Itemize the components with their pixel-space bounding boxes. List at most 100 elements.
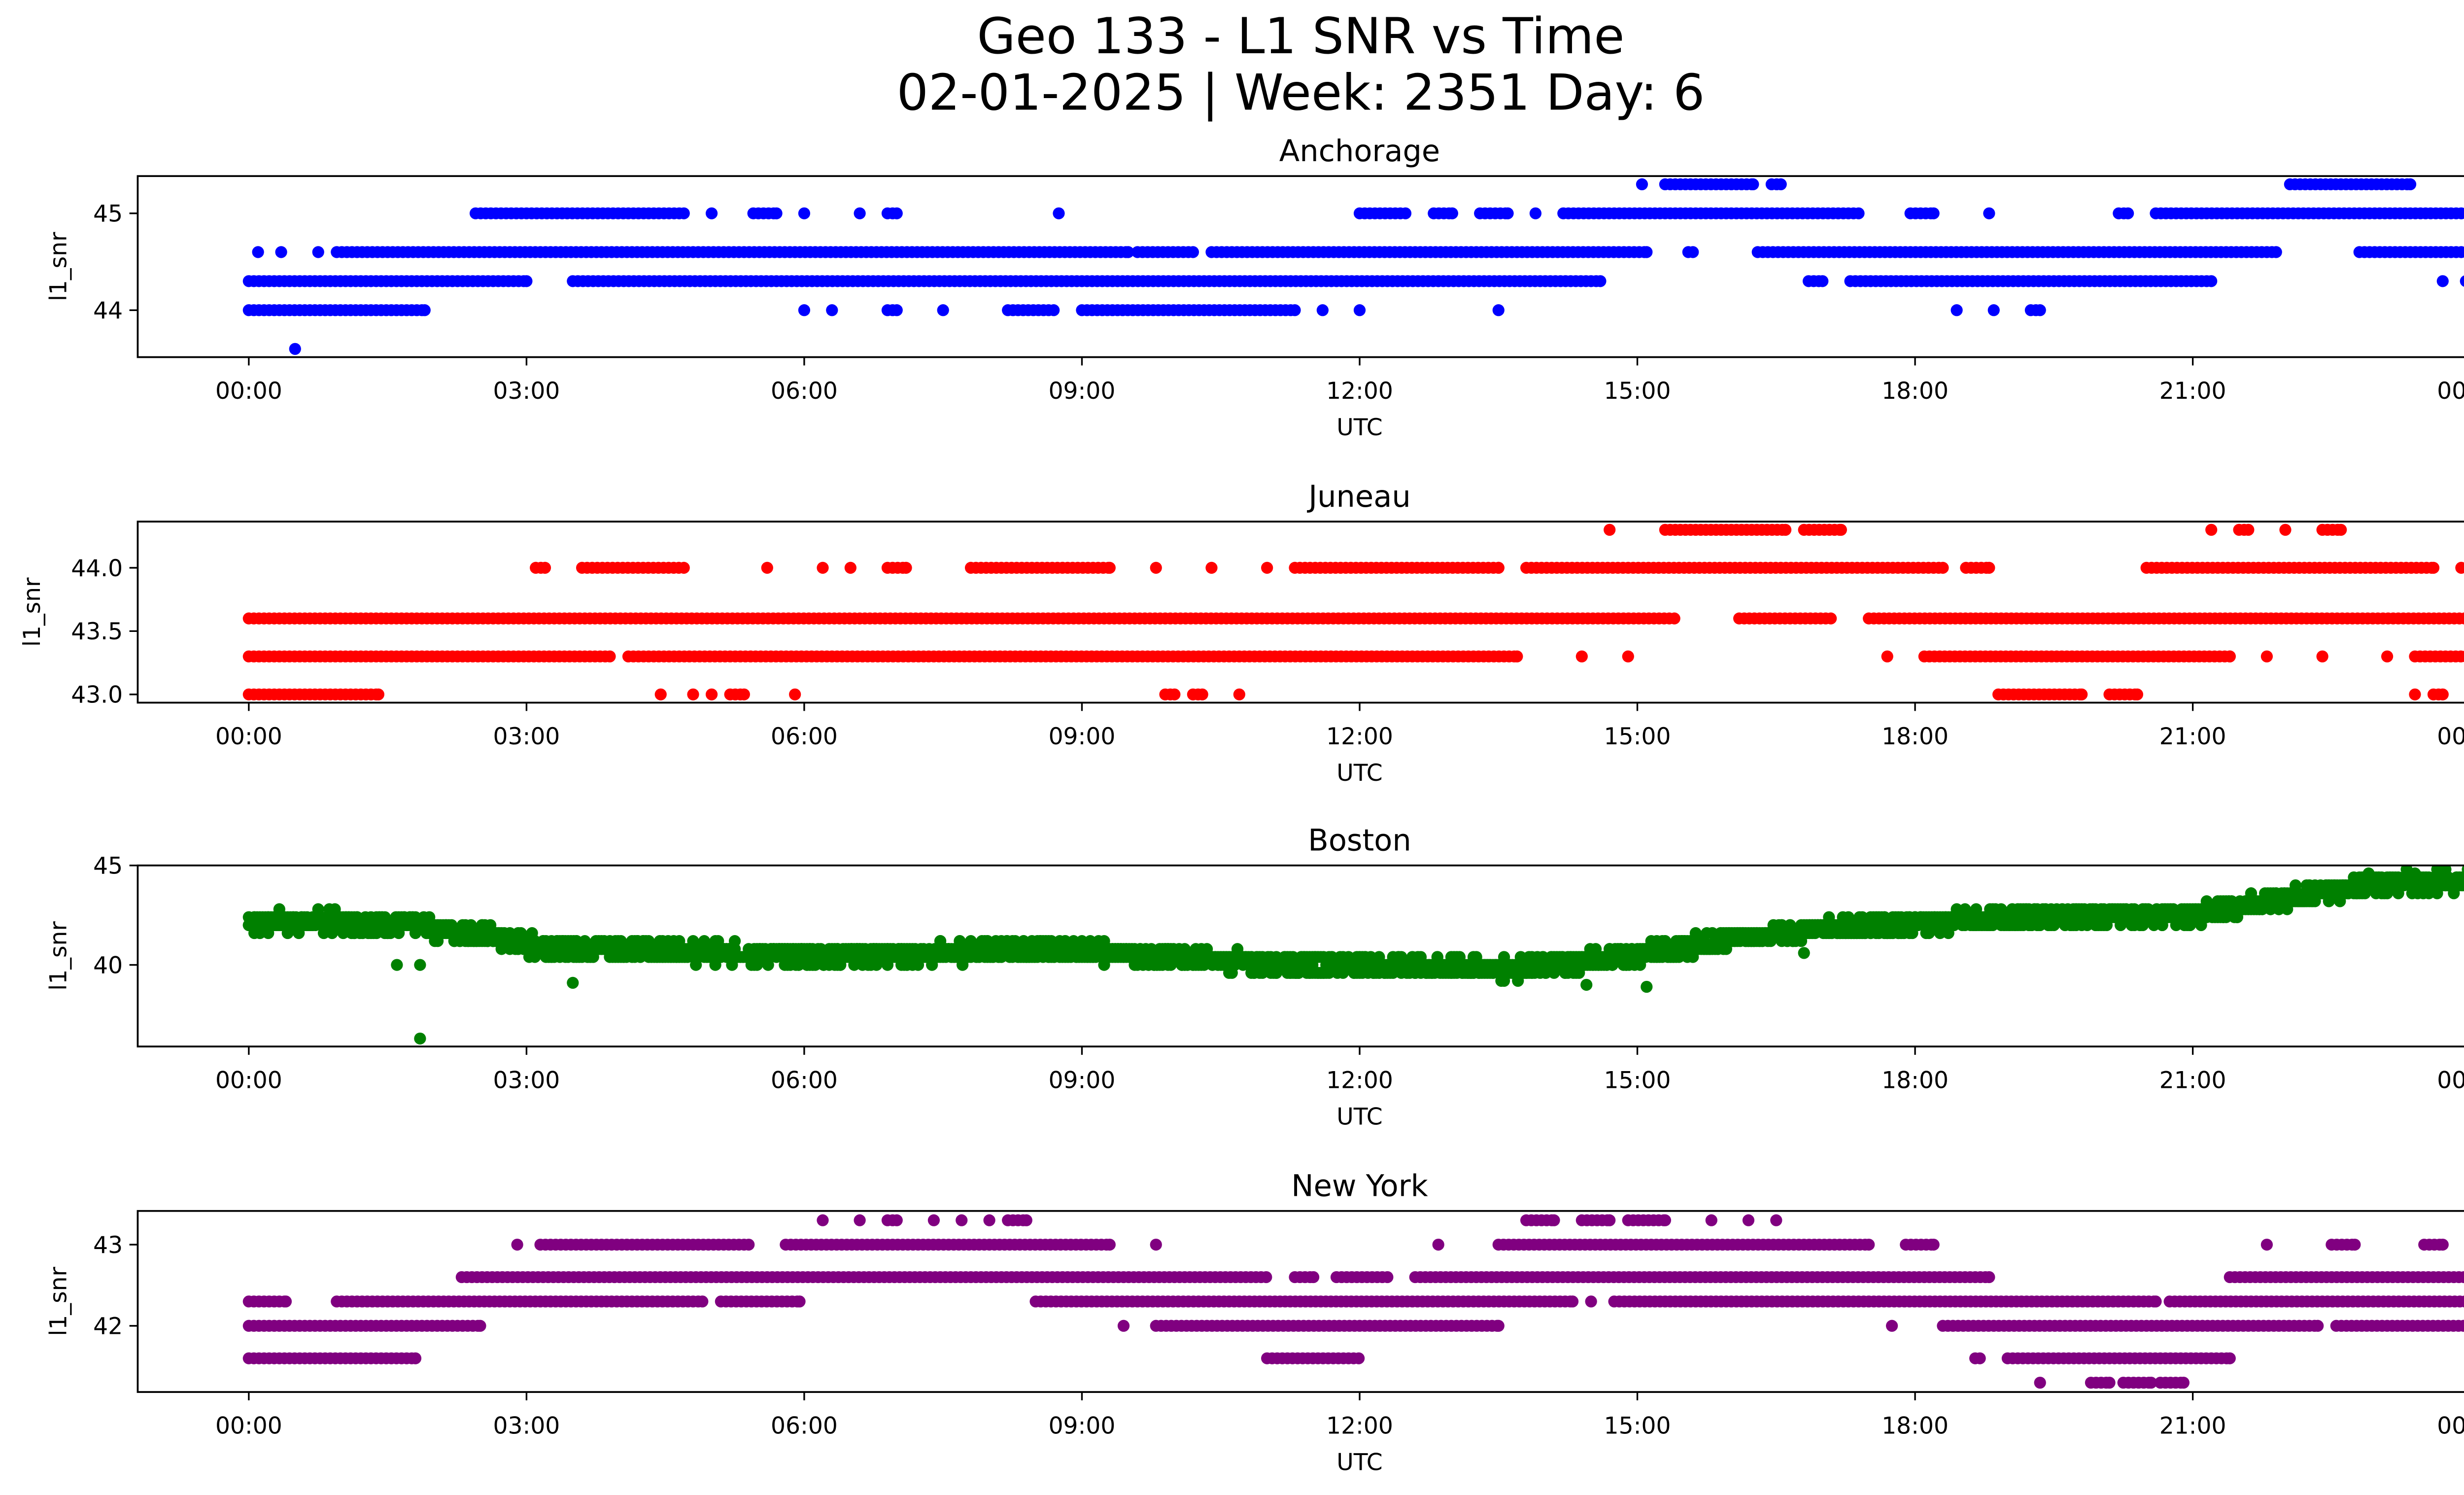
data-point (1020, 1214, 1032, 1226)
data-point (2260, 650, 2273, 662)
data-point (1187, 246, 1199, 258)
data-point (1927, 1238, 1940, 1251)
x-axis-label: UTC (1336, 414, 1382, 441)
x-tick-label: 21:00 (2159, 723, 2226, 750)
data-point (1492, 304, 1505, 316)
data-point (520, 275, 533, 287)
data-point (1432, 1238, 1444, 1251)
data-point (2427, 561, 2440, 574)
data-point (511, 1238, 523, 1251)
data-point (2260, 1238, 2273, 1251)
data-point (2270, 246, 2282, 258)
data-point (1548, 1214, 1560, 1226)
x-tick-label: 09:00 (1049, 378, 1116, 405)
data-point (817, 1214, 829, 1226)
data-point (1835, 523, 1847, 536)
data-point (2279, 523, 2292, 536)
data-point (900, 561, 912, 574)
x-tick-label: 03:00 (493, 378, 560, 405)
data-point (1668, 612, 1680, 625)
data-point (1852, 207, 1865, 219)
data-point (2409, 688, 2421, 700)
data-point (1687, 246, 1699, 258)
data-point (2224, 650, 2236, 662)
data-point (2316, 650, 2328, 662)
data-point (1529, 207, 1542, 219)
y-tick-label: 44 (93, 297, 123, 324)
data-point (1770, 1214, 1782, 1226)
data-point (1103, 1238, 1116, 1251)
data-point (2131, 688, 2144, 700)
data-point (1659, 1214, 1672, 1226)
data-point (2436, 275, 2449, 287)
data-point (678, 561, 690, 574)
data-point (705, 688, 718, 700)
data-point (1205, 561, 1218, 574)
data-point (2460, 651, 2464, 662)
data-point (1604, 523, 1616, 536)
data-point (2436, 1238, 2449, 1251)
scatter-points (242, 1214, 2464, 1389)
data-point (1779, 523, 1792, 536)
data-point (1289, 304, 1301, 316)
data-point (1048, 304, 1060, 316)
data-point (743, 1238, 755, 1251)
scatter-points (242, 523, 2464, 700)
data-point (2034, 304, 2046, 316)
data-point (728, 935, 741, 947)
data-point (983, 1214, 995, 1226)
subplot-title: New York (1291, 1169, 1428, 1203)
x-axis-label: UTC (1336, 760, 1382, 787)
data-point (252, 246, 264, 258)
data-point (761, 561, 773, 574)
data-point (1316, 304, 1329, 316)
y-tick-label: 44.0 (71, 555, 123, 582)
data-point (1641, 246, 1653, 258)
data-point (890, 304, 903, 316)
data-point (789, 688, 801, 700)
data-point (770, 207, 783, 219)
data-point (1604, 1214, 1616, 1226)
data-point (1881, 650, 1893, 662)
data-point (1742, 1214, 1755, 1226)
data-point (826, 304, 838, 316)
data-point (1103, 561, 1116, 574)
data-point (1492, 561, 1505, 574)
x-tick-label: 00:00 (2437, 723, 2464, 750)
data-point (2381, 650, 2394, 662)
y-tick-label: 45 (93, 201, 123, 228)
data-point (2122, 207, 2134, 219)
y-tick-label: 43.5 (71, 618, 123, 645)
data-point (1705, 1214, 1717, 1226)
data-point (2460, 275, 2464, 287)
subplot-title: Boston (1308, 823, 1411, 858)
data-point (312, 246, 324, 258)
data-point (1594, 275, 1607, 287)
data-point (1353, 304, 1366, 316)
data-point (1150, 1238, 1162, 1251)
data-point (854, 207, 866, 219)
data-point (844, 561, 856, 574)
data-point (1511, 650, 1523, 662)
data-point (2460, 246, 2464, 258)
data-point (2460, 208, 2464, 219)
x-tick-label: 00:00 (2437, 378, 2464, 405)
data-point (1261, 561, 1273, 574)
data-point (1053, 207, 1065, 219)
data-point (1575, 650, 1588, 662)
data-point (1951, 304, 1963, 316)
data-point (1937, 561, 1949, 574)
data-point (1983, 207, 1995, 219)
x-tick-label: 18:00 (1882, 723, 1949, 750)
data-point (927, 1214, 940, 1226)
data-point (1122, 246, 1134, 258)
data-point (275, 246, 287, 258)
data-point (2460, 562, 2464, 574)
data-point (1196, 688, 1208, 700)
data-point (1983, 561, 1995, 574)
data-point (1816, 275, 1829, 287)
y-tick-label: 43.0 (71, 682, 123, 709)
data-point (2242, 523, 2255, 536)
